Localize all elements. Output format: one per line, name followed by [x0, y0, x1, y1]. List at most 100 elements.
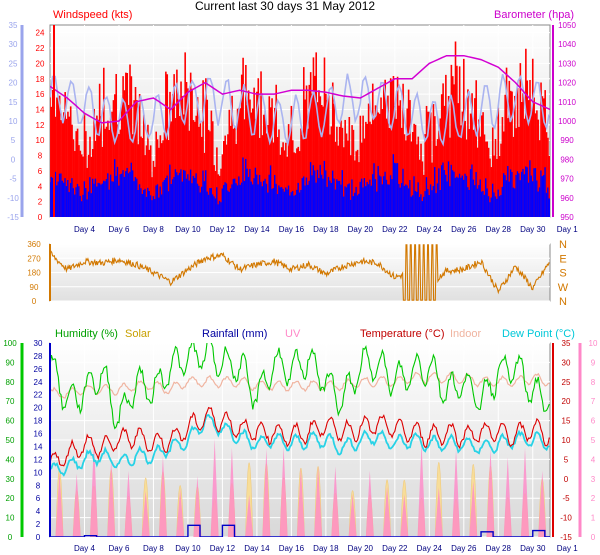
wind-x-tick: Day 6 [109, 225, 130, 234]
temperature-tick: 15 [562, 417, 571, 426]
rainfall-tick: 20 [34, 404, 43, 413]
uv-tick: 5 [591, 436, 596, 445]
humidity-marks [50, 343, 550, 537]
humidity-tick: 70 [6, 397, 15, 406]
temperature-tick: -5 [562, 494, 570, 503]
direction-tick: 90 [30, 283, 39, 292]
uv-spike [434, 487, 443, 537]
direction-marks [50, 244, 550, 301]
uv-spike [193, 476, 202, 537]
humidity-x-tick: Day 24 [417, 544, 443, 553]
uv-spike [210, 438, 219, 537]
humidity-tick: 50 [6, 436, 15, 445]
humidity-x-tick: Day 20 [348, 544, 374, 553]
uv-tick: 10 [589, 339, 598, 348]
rainfall-tick: 8 [36, 481, 41, 490]
barometer-point [273, 93, 275, 95]
humidity-x-tick: Day 1 [557, 544, 578, 553]
wind-x-tick: Day 14 [244, 225, 270, 234]
uv-spike [279, 446, 288, 537]
uv-spike [176, 488, 185, 537]
wind-x-tick: Day 30 [520, 225, 546, 234]
rainfall-tick: 24 [34, 378, 43, 387]
wind-left-tick: 18 [36, 75, 45, 84]
temperature-tick: 20 [562, 397, 571, 406]
direction-gridlines [50, 243, 550, 302]
humidity-tick: 20 [6, 494, 15, 503]
rainfall-tick: 30 [34, 339, 43, 348]
barometer-point [204, 82, 206, 84]
uv-tick: 3 [591, 475, 596, 484]
uv-spike [55, 471, 64, 537]
rainfall-tick: 14 [34, 442, 43, 451]
direction-tick: 360 [27, 240, 41, 249]
humidity-x-tick: Day 22 [382, 544, 408, 553]
humidity-tick: 80 [6, 378, 15, 387]
temperature-line [50, 406, 550, 467]
barometer-tick: 970 [560, 175, 574, 184]
rainfall-tick: 12 [34, 455, 43, 464]
dew-point-label: Dew Point (°C) [502, 328, 575, 340]
solar-label: Solar [125, 328, 151, 340]
humidity-tick: 60 [6, 417, 15, 426]
wind-x-tick: Day 16 [279, 225, 305, 234]
wind-x-tick: Day 22 [382, 225, 408, 234]
compass-label: S [559, 268, 566, 280]
direction-tick: 270 [27, 254, 41, 263]
uv-spike [314, 466, 323, 537]
rainfall-tick: 6 [36, 494, 41, 503]
uv-spike [417, 442, 426, 537]
temperature-tick: -10 [560, 514, 572, 523]
temp-far-left-tick: -10 [7, 194, 19, 203]
compass-label: W [558, 282, 569, 294]
temp-far-left-tick: 15 [9, 98, 18, 107]
uv-spike [89, 440, 98, 537]
uv-spike [486, 448, 495, 537]
wind-left-tick: 12 [36, 121, 45, 130]
humidity-x-tick: Day 14 [244, 544, 270, 553]
temp-far-left-tick: 5 [11, 136, 16, 145]
barometer-point [118, 120, 120, 122]
temperature-tick: 25 [562, 378, 571, 387]
uv-tick: 2 [591, 494, 596, 503]
barometer-point [342, 95, 344, 97]
barometer-point [135, 101, 137, 103]
barometer-point [256, 93, 258, 95]
compass-label: N [559, 296, 567, 308]
wind-x-tick: Day 18 [313, 225, 339, 234]
humidity-x-tick: Day 30 [520, 544, 546, 553]
wind-left-tick: 8 [38, 152, 43, 161]
temp-far-left-tick: 0 [11, 155, 16, 164]
rainfall-tick: 4 [36, 507, 41, 516]
uv-tick: 0 [591, 533, 596, 542]
barometer-point [187, 91, 189, 93]
humidity-tick: 90 [6, 358, 15, 367]
barometer-point [376, 87, 379, 89]
barometer-point [497, 66, 499, 68]
barometer-point [411, 78, 413, 80]
barometer-tick: 1050 [558, 21, 576, 30]
uv-spike [503, 457, 512, 537]
temperature-tick: 30 [562, 358, 571, 367]
temp-far-left-tick: -15 [7, 213, 19, 222]
temperature-tick: 0 [564, 475, 569, 484]
barometer-tick: 950 [560, 213, 574, 222]
chart-title: Current last 30 days 31 May 2012 [195, 0, 375, 13]
barometer-point [170, 108, 172, 111]
humidity-x-tick: Day 8 [143, 544, 164, 553]
temperature-tick: 35 [562, 339, 571, 348]
barometer-point [480, 58, 482, 61]
barometer-tick: 990 [560, 136, 574, 145]
direction-tick: 0 [32, 297, 37, 306]
uv-tick: 9 [591, 358, 596, 367]
uv-spike [469, 481, 478, 537]
wind-left-tick: 4 [38, 182, 43, 191]
uv-spike [158, 455, 167, 537]
barometer-point [325, 91, 327, 93]
temperature-line [50, 73, 550, 147]
temperature-label: Temperature (°C) [360, 328, 444, 340]
wind-x-tick: Day 10 [175, 225, 201, 234]
wind-marks [50, 41, 550, 217]
